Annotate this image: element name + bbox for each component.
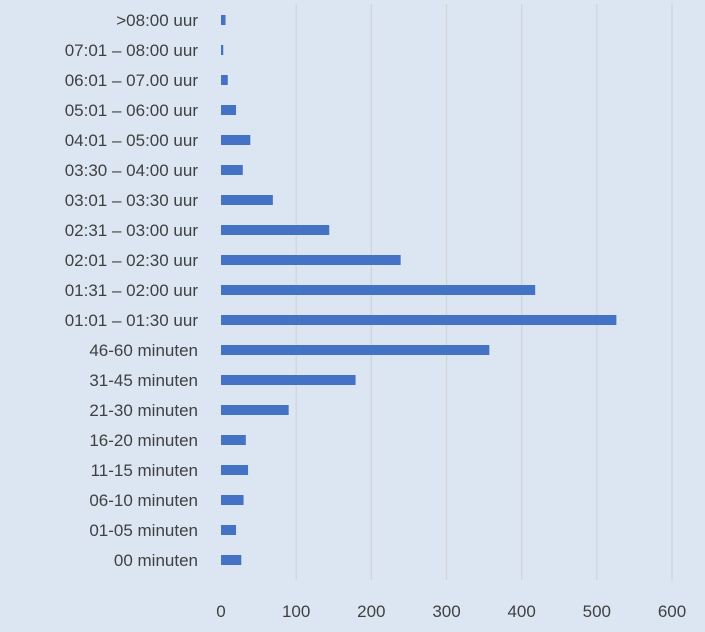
category-label: 02:01 – 02:30 uur: [65, 251, 199, 270]
category-label: 00 minuten: [114, 551, 198, 570]
bar: [221, 105, 237, 115]
x-tick-label: 600: [658, 602, 686, 621]
category-label: 06-10 minuten: [89, 491, 198, 510]
bar: [221, 75, 228, 85]
bar: [221, 285, 536, 295]
category-label: 03:30 – 04:00 uur: [65, 161, 199, 180]
bar: [221, 375, 356, 385]
x-tick-label: 500: [583, 602, 611, 621]
category-label: 04:01 – 05:00 uur: [65, 131, 199, 150]
category-label: 01:31 – 02:00 uur: [65, 281, 199, 300]
x-tick-label: 0: [216, 602, 225, 621]
category-label: 03:01 – 03:30 uur: [65, 191, 199, 210]
category-label: 07:01 – 08:00 uur: [65, 41, 199, 60]
bar: [221, 195, 273, 205]
category-label: 06:01 – 07.00 uur: [65, 71, 199, 90]
bar: [221, 465, 249, 475]
category-label: >08:00 uur: [116, 11, 198, 30]
category-label: 11-15 minuten: [91, 461, 198, 480]
bar: [221, 135, 251, 145]
category-label: 16-20 minuten: [89, 431, 198, 450]
x-tick-label: 300: [432, 602, 460, 621]
category-label: 02:31 – 03:00 uur: [65, 221, 199, 240]
category-label: 01:01 – 01:30 uur: [65, 311, 199, 330]
bar: [221, 45, 224, 55]
bar: [221, 435, 246, 445]
x-tick-label: 100: [282, 602, 310, 621]
bar: [221, 315, 617, 325]
category-label: 01-05 minuten: [89, 521, 198, 540]
category-label: 31-45 minuten: [89, 371, 198, 390]
category-label: 21-30 minuten: [89, 401, 198, 420]
category-label: 46-60 minuten: [89, 341, 198, 360]
bar: [221, 555, 242, 565]
x-tick-label: 200: [357, 602, 385, 621]
bar: [221, 255, 401, 265]
bar: [221, 525, 237, 535]
category-label: 05:01 – 06:00 uur: [65, 101, 199, 120]
bar: [221, 405, 289, 415]
x-tick-label: 400: [507, 602, 535, 621]
bar: [221, 165, 243, 175]
bar: [221, 15, 226, 25]
bar: [221, 345, 490, 355]
bar: [221, 225, 330, 235]
bar: [221, 495, 244, 505]
